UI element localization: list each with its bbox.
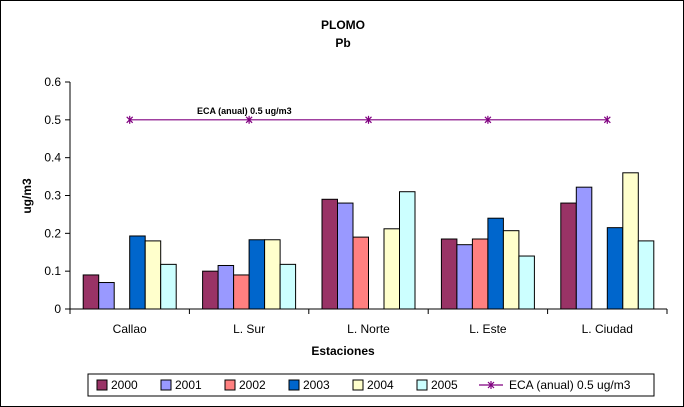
legend-swatch	[352, 379, 364, 391]
bar	[606, 227, 624, 310]
bar	[160, 263, 177, 310]
plot-area: 0 0.1 0.2 0.3 0.4 0.5 0.6 Callao L. Sur L. Norte L…	[44, 75, 668, 336]
x-tick-label: Callao	[113, 322, 147, 336]
y-tick-label: 0.2	[44, 226, 61, 240]
bar	[502, 230, 520, 310]
legend-label: 2000	[111, 378, 138, 392]
bar	[352, 236, 369, 310]
bar	[98, 282, 115, 310]
legend-swatch	[288, 379, 300, 391]
legend-label: ECA (anual) 0.5 ug/m3	[509, 378, 631, 392]
legend: 2000 2001 2002 2003 2004 2005 ECA (anual) 0.5 …	[87, 373, 655, 397]
legend-swatch	[96, 379, 108, 391]
y-tick-label: 0	[54, 302, 61, 316]
legend-label: 2004	[367, 378, 394, 392]
y-tick-label: 0.3	[44, 189, 61, 203]
bar	[399, 191, 416, 310]
bar	[471, 238, 489, 310]
bar	[637, 240, 655, 310]
bar	[202, 270, 219, 310]
bar	[279, 263, 297, 310]
legend-label: 2001	[175, 378, 202, 392]
chart-subtitle: Pb	[335, 36, 350, 50]
y-tick-label: 0.5	[44, 113, 61, 127]
y-axis-title: ug/m3	[20, 178, 34, 214]
x-tick-label: L. Ciudad	[582, 322, 633, 336]
bar	[233, 274, 250, 310]
y-tick-label: 0.6	[44, 75, 61, 89]
bar	[622, 172, 639, 310]
legend-label: 2003	[303, 378, 330, 392]
bar	[144, 240, 162, 310]
legend-label: 2005	[431, 378, 458, 392]
y-tick-label: 0.1	[44, 264, 61, 278]
bar	[487, 217, 504, 310]
legend-swatch	[224, 379, 236, 391]
bar	[321, 198, 338, 310]
bar	[264, 239, 281, 310]
x-tick-label: L. Sur	[233, 322, 265, 336]
x-tick-label: L. Norte	[347, 322, 390, 336]
legend-label: 2002	[239, 378, 266, 392]
bar	[129, 235, 146, 310]
bar	[383, 228, 400, 310]
bar	[440, 238, 458, 310]
chart-title: PLOMO	[321, 18, 365, 32]
bar	[82, 274, 100, 310]
bar	[248, 239, 266, 310]
legend-swatch	[416, 379, 428, 391]
bar	[560, 202, 577, 310]
x-axis-title: Estaciones	[311, 344, 375, 358]
bar	[217, 264, 235, 310]
bar	[456, 244, 473, 310]
y-tick-label: 0.4	[44, 151, 61, 165]
bar	[337, 202, 354, 310]
bar	[518, 255, 535, 310]
legend-swatch	[160, 379, 172, 391]
x-tick-label: L. Este	[469, 322, 507, 336]
reference-line-label: ECA (anual) 0.5 ug/m3	[197, 106, 292, 116]
bar	[575, 186, 593, 310]
